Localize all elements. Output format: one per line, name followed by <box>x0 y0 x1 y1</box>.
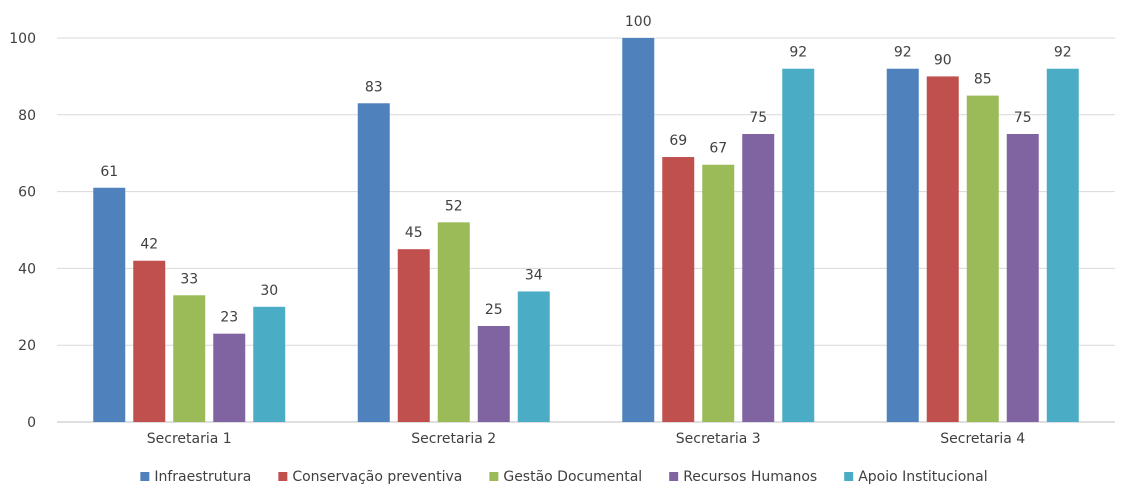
data-label: 23 <box>220 310 238 326</box>
bar <box>253 306 286 422</box>
data-label: 52 <box>445 198 463 214</box>
bar <box>173 295 206 422</box>
legend-swatch <box>278 472 288 481</box>
y-tick-label: 80 <box>18 108 36 124</box>
data-label: 61 <box>100 164 118 180</box>
x-tick-label: Secretaria 3 <box>676 431 761 447</box>
legend-label: Recursos Humanos <box>683 469 817 485</box>
bar <box>477 326 510 422</box>
bar <box>886 68 919 422</box>
legend-swatch <box>669 472 679 481</box>
bar <box>782 68 815 422</box>
data-label: 75 <box>749 110 767 126</box>
bar <box>1006 134 1039 422</box>
legend-label: Gestão Documental <box>503 469 642 485</box>
data-label: 85 <box>974 72 992 88</box>
legend-label: Apoio Institucional <box>858 469 987 485</box>
data-label: 30 <box>260 283 278 299</box>
data-label: 92 <box>1054 45 1072 61</box>
x-tick-label: Secretaria 1 <box>147 431 232 447</box>
data-label: 83 <box>365 79 383 95</box>
data-label: 75 <box>1014 110 1032 126</box>
data-label: 25 <box>485 302 503 318</box>
bar <box>742 134 775 422</box>
y-tick-label: 20 <box>18 338 36 354</box>
legend-swatch <box>844 472 854 481</box>
data-label: 69 <box>669 133 687 149</box>
bar <box>662 157 695 423</box>
bar <box>926 76 959 423</box>
bar <box>397 249 430 422</box>
bar <box>966 95 999 422</box>
bar <box>93 187 126 422</box>
data-label: 90 <box>934 52 952 68</box>
data-label: 92 <box>789 45 807 61</box>
data-label: 67 <box>709 141 727 157</box>
bar <box>622 38 655 422</box>
legend-swatch <box>489 472 499 481</box>
data-label: 33 <box>180 271 198 287</box>
bar <box>357 103 390 422</box>
legend-swatch <box>140 472 150 481</box>
x-tick-label: Secretaria 2 <box>411 431 496 447</box>
data-label: 42 <box>140 237 158 253</box>
bar <box>517 291 550 422</box>
bar <box>437 222 470 422</box>
bar <box>1046 68 1079 422</box>
y-tick-label: 60 <box>18 185 36 201</box>
legend-label: Conservação preventiva <box>292 469 462 485</box>
bar <box>702 164 735 422</box>
bar <box>133 260 166 422</box>
data-label: 45 <box>405 225 423 241</box>
data-label: 100 <box>625 14 652 30</box>
y-tick-label: 100 <box>9 31 36 47</box>
data-label: 34 <box>525 267 543 283</box>
data-label: 92 <box>894 45 912 61</box>
legend-label: Infraestrutura <box>154 469 251 485</box>
x-tick-label: Secretaria 4 <box>940 431 1025 447</box>
y-tick-label: 40 <box>18 261 36 277</box>
bar <box>213 333 246 422</box>
y-tick-label: 0 <box>27 415 36 431</box>
